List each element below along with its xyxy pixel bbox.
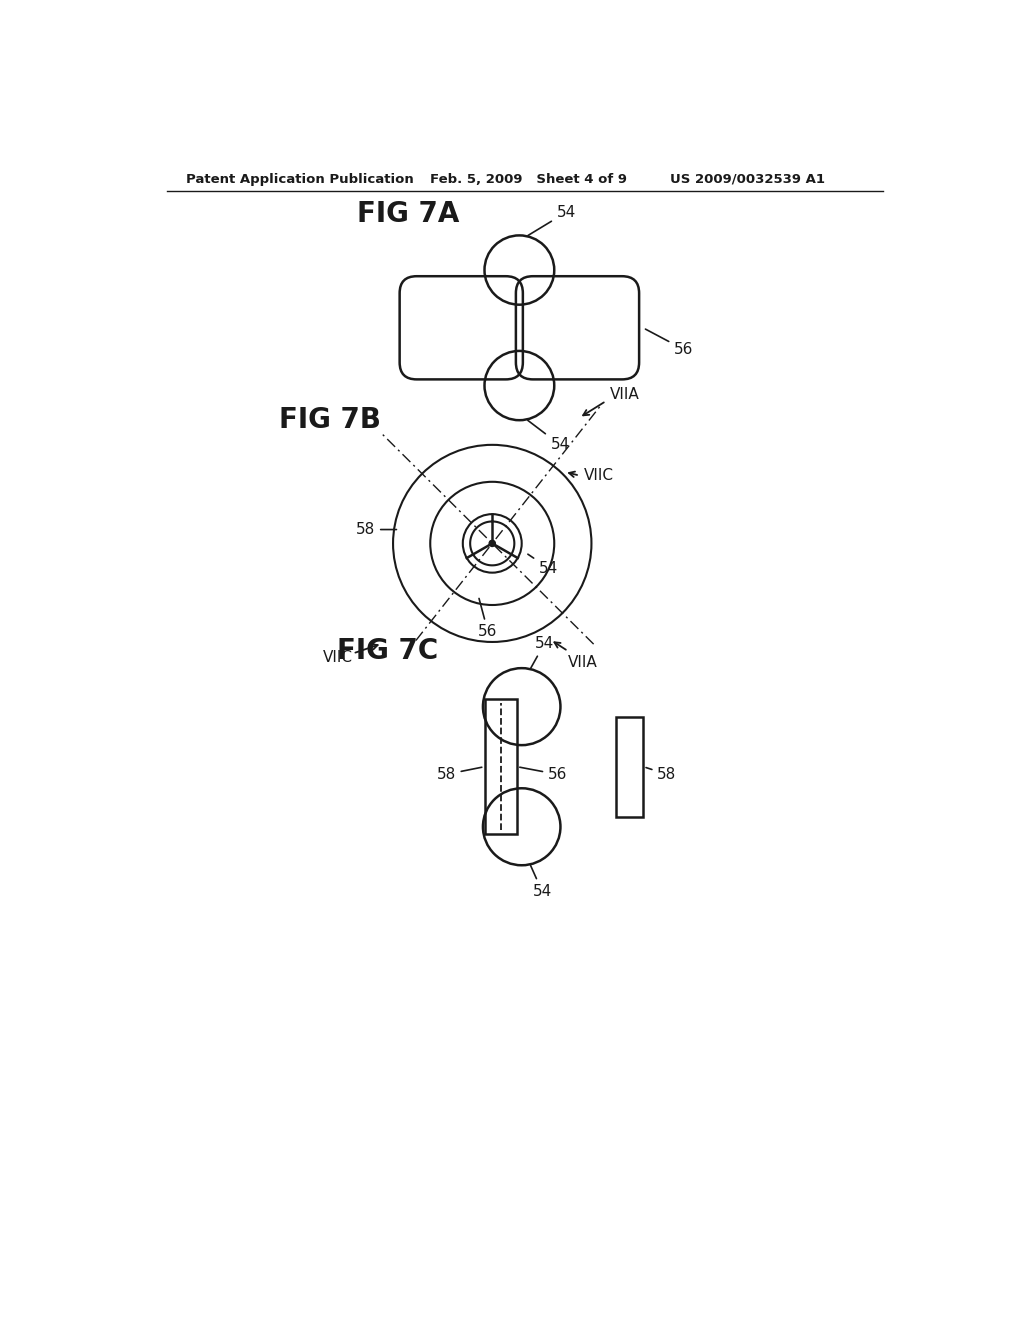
Text: 58: 58 <box>646 767 677 781</box>
Text: VIIC: VIIC <box>584 469 613 483</box>
Circle shape <box>489 540 496 546</box>
Text: VIIC: VIIC <box>324 649 353 665</box>
Text: US 2009/0032539 A1: US 2009/0032539 A1 <box>671 173 825 186</box>
Text: 54: 54 <box>530 636 554 668</box>
Text: 54: 54 <box>527 420 569 453</box>
Text: VIIA: VIIA <box>568 655 598 671</box>
Text: FIG 7A: FIG 7A <box>356 199 459 228</box>
Text: 58: 58 <box>356 521 396 537</box>
Text: 54: 54 <box>530 866 552 899</box>
Bar <box>616 717 643 817</box>
Text: 54: 54 <box>528 554 558 576</box>
Text: Feb. 5, 2009   Sheet 4 of 9: Feb. 5, 2009 Sheet 4 of 9 <box>430 173 628 186</box>
Text: 54: 54 <box>528 205 575 235</box>
Text: FIG 7C: FIG 7C <box>337 638 438 665</box>
Text: 56: 56 <box>520 767 567 781</box>
Bar <box>484 700 517 834</box>
Text: Patent Application Publication: Patent Application Publication <box>186 173 414 186</box>
Text: FIG 7B: FIG 7B <box>280 407 381 434</box>
Text: 56: 56 <box>645 329 693 356</box>
Text: 58: 58 <box>436 767 481 781</box>
Text: 56: 56 <box>478 598 498 639</box>
Text: VIIA: VIIA <box>610 387 640 403</box>
